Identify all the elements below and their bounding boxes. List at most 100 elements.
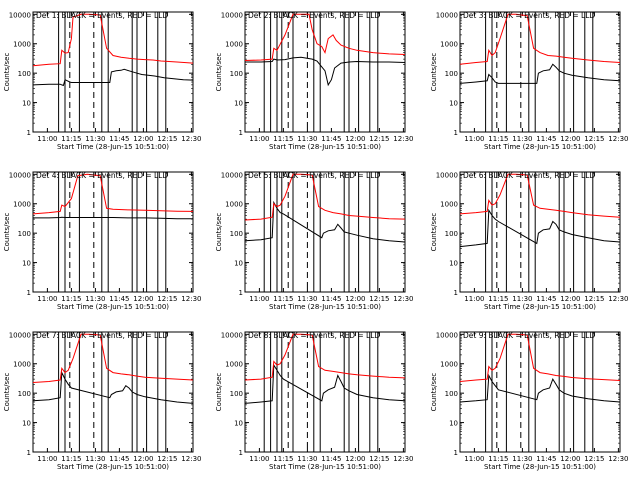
y-tick-label-3: 1000 [13,201,31,209]
series-line-events [244,363,406,404]
series-line-lld [244,333,406,381]
x-tick-label-6: 12:30 [393,135,413,143]
x-tick-label-4: 12:00 [560,135,580,143]
x-tick-label-5: 12:15 [584,135,604,143]
y-tick-label-4: 10000 [9,331,31,339]
y-tick-label-1: 10 [234,420,243,428]
x-tick-label-3: 11:45 [536,455,556,463]
x-tick-label-6: 12:30 [393,295,413,303]
y-tick-label-3: 1000 [225,41,243,49]
chart-panel-1: 1 10 100 1000 10000 11:00 11:15 11:30 11:45 12:00… [3,11,201,151]
x-tick-label-4: 12:00 [133,135,153,143]
chart-title: Det 8: BLACK = Events, RED = LLD [248,331,380,340]
chart-title: Det 1: BLACK = Events, RED = LLD [36,11,168,20]
chart-panel-8: 1 10 100 1000 10000 11:00 11:15 11:30 11:45 12:00… [215,331,413,471]
chart-panel-2: 1 10 100 1000 10000 11:00 11:15 11:30 11:45 12:00… [215,11,413,151]
series-line-lld [459,333,621,382]
x-tick-label-4: 12:00 [345,135,365,143]
x-axis-label: Start Time (28-Jun-15 10:51:00) [269,463,381,471]
x-tick-label-3: 11:45 [536,135,556,143]
y-axis-label: Counts/sec [430,213,438,252]
y-tick-label-0: 1 [239,129,243,137]
y-tick-label-0: 1 [27,289,31,297]
chart-title: Det 2: BLACK = Events, RED = LLD [248,11,380,20]
y-tick-label-3: 1000 [440,41,458,49]
x-axis-label: Start Time (28-Jun-15 10:51:00) [484,463,596,471]
plot-frame [459,171,621,293]
y-axis-label: Counts/sec [3,53,11,92]
x-tick-label-0: 11:00 [249,455,269,463]
chart-panel-9: 1 10 100 1000 10000 11:00 11:15 11:30 11:45 12:00… [430,331,628,471]
x-tick-label-3: 11:45 [109,135,129,143]
x-tick-label-5: 12:15 [369,455,389,463]
y-tick-label-3: 1000 [225,361,243,369]
x-tick-label-3: 11:45 [536,295,556,303]
y-tick-label-0: 1 [454,449,458,457]
plot-frame [32,11,194,133]
x-tick-label-1: 11:15 [61,135,81,143]
y-tick-label-1: 10 [449,100,458,108]
series-line-events [32,68,194,87]
y-tick-label-1: 10 [449,420,458,428]
x-tick-label-2: 11:30 [85,295,105,303]
x-tick-label-0: 11:00 [249,135,269,143]
y-axis-label: Counts/sec [3,213,11,252]
series-line-events [32,370,194,404]
x-tick-label-1: 11:15 [61,295,81,303]
x-tick-label-0: 11:00 [464,295,484,303]
x-tick-label-1: 11:15 [273,135,293,143]
x-tick-label-6: 12:30 [393,455,413,463]
series-line-events [459,373,621,403]
series-line-events [33,216,193,220]
y-tick-label-2: 100 [445,70,458,78]
y-tick-label-4: 10000 [9,11,31,19]
y-tick-label-0: 1 [454,289,458,297]
y-tick-label-4: 10000 [436,171,458,179]
x-tick-label-4: 12:00 [345,455,365,463]
series-line-events [245,56,406,87]
y-tick-label-0: 1 [27,449,31,457]
y-tick-label-2: 100 [230,70,243,78]
x-tick-label-2: 11:30 [512,295,532,303]
y-tick-label-0: 1 [239,449,243,457]
x-tick-label-1: 11:15 [488,135,508,143]
x-axis-label: Start Time (28-Jun-15 10:51:00) [57,143,169,151]
x-tick-label-2: 11:30 [297,455,317,463]
x-tick-label-1: 11:15 [488,295,508,303]
y-tick-label-4: 10000 [221,171,243,179]
x-tick-label-5: 12:15 [369,135,389,143]
x-tick-label-3: 11:45 [109,295,129,303]
plot-frame [459,331,621,453]
series-line-events [459,208,621,248]
y-tick-label-2: 100 [445,230,458,238]
x-tick-label-6: 12:30 [181,455,201,463]
y-tick-label-3: 1000 [440,201,458,209]
x-tick-label-6: 12:30 [181,295,201,303]
x-tick-label-2: 11:30 [85,455,105,463]
plot-frame [244,331,406,453]
x-tick-label-5: 12:15 [584,455,604,463]
x-tick-label-5: 12:15 [369,295,389,303]
y-tick-label-2: 100 [18,390,31,398]
chart-panel-7: 1 10 100 1000 10000 11:00 11:15 11:30 11:45 12:00… [3,331,201,471]
y-axis-label: Counts/sec [215,213,223,252]
series-line-lld [244,173,406,221]
x-tick-label-3: 11:45 [321,295,341,303]
y-tick-label-4: 10000 [436,11,458,19]
x-tick-label-3: 11:45 [321,455,341,463]
series-line-lld [459,13,621,65]
chart-panel-3: 1 10 100 1000 10000 11:00 11:15 11:30 11:45 12:00… [430,11,628,151]
x-axis-label: Start Time (28-Jun-15 10:51:00) [484,143,596,151]
y-tick-label-1: 10 [449,260,458,268]
x-axis-label: Start Time (28-Jun-15 10:51:00) [269,143,381,151]
x-tick-label-2: 11:30 [297,135,317,143]
x-tick-label-4: 12:00 [345,295,365,303]
chart-title: Det 4: BLACK = Events, RED = LLD [36,171,168,180]
x-axis-label: Start Time (28-Jun-15 10:51:00) [57,303,169,311]
x-tick-label-2: 11:30 [512,135,532,143]
y-tick-label-3: 1000 [440,361,458,369]
y-tick-label-4: 10000 [436,331,458,339]
x-tick-label-6: 12:30 [608,455,628,463]
x-tick-label-5: 12:15 [157,295,177,303]
